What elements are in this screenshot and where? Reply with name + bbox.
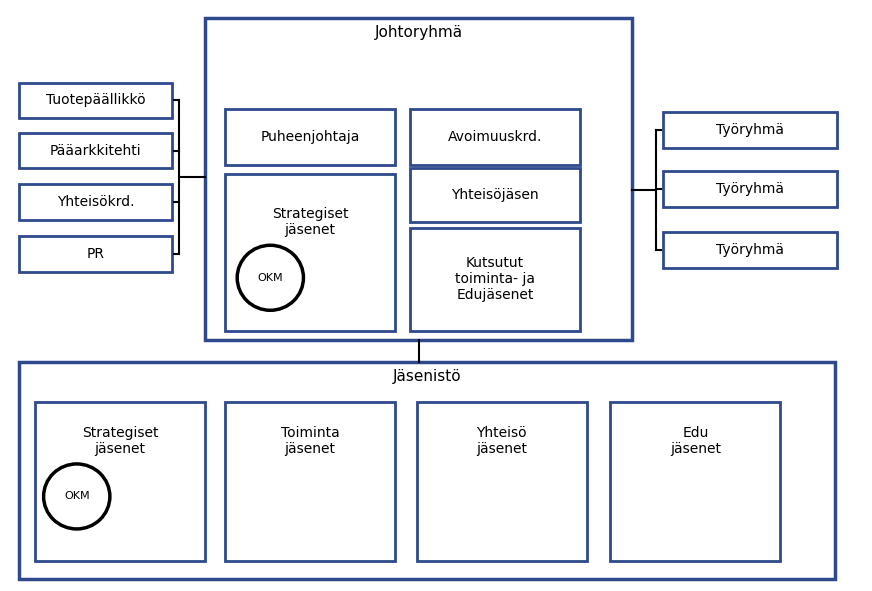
Text: OKM: OKM <box>257 273 283 282</box>
FancyBboxPatch shape <box>225 174 395 331</box>
Text: Jäsenistö: Jäsenistö <box>392 369 461 384</box>
Text: Strategiset
jäsenet: Strategiset jäsenet <box>82 426 158 456</box>
FancyBboxPatch shape <box>225 402 395 561</box>
Text: Puheenjohtaja: Puheenjohtaja <box>261 131 359 144</box>
Text: Kutsutut
toiminta- ja
Edujäsenet: Kutsutut toiminta- ja Edujäsenet <box>455 256 535 303</box>
FancyBboxPatch shape <box>663 171 837 207</box>
Text: OKM: OKM <box>64 492 90 501</box>
FancyBboxPatch shape <box>225 109 395 165</box>
Text: Pääarkkitehti: Pääarkkitehti <box>50 144 141 158</box>
Ellipse shape <box>44 464 110 529</box>
FancyBboxPatch shape <box>417 402 587 561</box>
Text: Työryhmä: Työryhmä <box>716 123 784 137</box>
Text: Johtoryhmä: Johtoryhmä <box>374 25 463 40</box>
FancyBboxPatch shape <box>410 168 580 222</box>
FancyBboxPatch shape <box>35 402 205 561</box>
Ellipse shape <box>237 245 303 310</box>
FancyBboxPatch shape <box>19 236 172 272</box>
FancyBboxPatch shape <box>663 232 837 268</box>
Text: Työryhmä: Työryhmä <box>716 243 784 257</box>
Text: PR: PR <box>86 247 105 261</box>
FancyBboxPatch shape <box>205 18 632 340</box>
Text: Yhteisökrd.: Yhteisökrd. <box>57 195 134 209</box>
FancyBboxPatch shape <box>610 402 780 561</box>
FancyBboxPatch shape <box>19 362 835 579</box>
Text: Edu
jäsenet: Edu jäsenet <box>670 426 721 456</box>
FancyBboxPatch shape <box>663 112 837 148</box>
Text: Strategiset
jäsenet: Strategiset jäsenet <box>272 207 348 237</box>
FancyBboxPatch shape <box>410 228 580 331</box>
FancyBboxPatch shape <box>19 184 172 220</box>
Text: Toiminta
jäsenet: Toiminta jäsenet <box>281 426 339 456</box>
Text: Tuotepäällikkö: Tuotepäällikkö <box>45 93 146 108</box>
Text: Yhteisö
jäsenet: Yhteisö jäsenet <box>476 426 528 456</box>
FancyBboxPatch shape <box>19 133 172 168</box>
Text: Työryhmä: Työryhmä <box>716 182 784 196</box>
Text: Avoimuuskrd.: Avoimuuskrd. <box>447 131 542 144</box>
FancyBboxPatch shape <box>410 109 580 165</box>
Text: Yhteisöjäsen: Yhteisöjäsen <box>451 188 539 202</box>
FancyBboxPatch shape <box>19 83 172 118</box>
